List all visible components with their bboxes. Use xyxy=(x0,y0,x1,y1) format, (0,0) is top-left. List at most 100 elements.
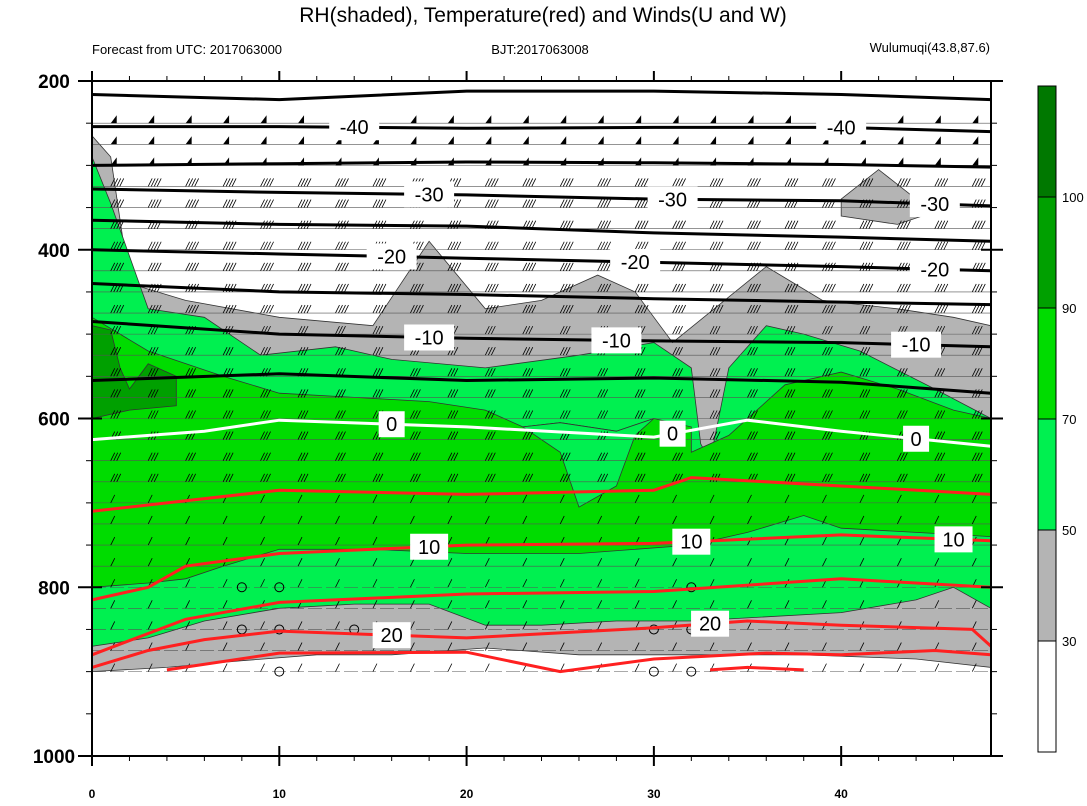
wind-barb xyxy=(859,241,865,250)
wind-barb xyxy=(263,262,268,272)
wind-barb xyxy=(341,178,346,187)
wind-barb xyxy=(681,220,686,229)
x-tick-label: 20 xyxy=(460,787,474,801)
wind-barb xyxy=(902,304,908,314)
wind-barb xyxy=(822,473,827,482)
wind-barb xyxy=(338,389,343,398)
wind-barb xyxy=(787,241,793,250)
wind-barb xyxy=(940,452,946,461)
wind-barb xyxy=(565,368,571,377)
wind-barb xyxy=(828,325,833,335)
wind-barb xyxy=(899,283,905,293)
isotherm-label-box xyxy=(591,327,642,354)
wind-barb xyxy=(266,452,271,461)
wind-barb xyxy=(225,431,231,440)
wind-barb xyxy=(715,178,721,187)
wind-barb xyxy=(934,494,940,504)
wind-barb xyxy=(971,600,977,609)
wind-barb xyxy=(828,347,833,356)
wind-barb xyxy=(905,283,911,293)
wind-barb xyxy=(896,473,902,482)
wind-barb xyxy=(971,325,977,335)
wind-pennant xyxy=(934,115,941,124)
wind-barb xyxy=(756,283,761,293)
wind-barb xyxy=(862,178,868,187)
wind-barb xyxy=(447,262,453,272)
wind-barb xyxy=(977,347,983,356)
wind-barb xyxy=(640,452,646,461)
wind-barb xyxy=(372,304,378,314)
wind-barb xyxy=(150,347,156,356)
wind-barb xyxy=(634,178,640,187)
wind-barb xyxy=(831,283,836,293)
wind-barb xyxy=(153,473,159,482)
y-tick-label: 200 xyxy=(38,72,70,93)
wind-barb xyxy=(600,389,606,398)
isotherm-label: -40 xyxy=(827,117,856,139)
wind-barb xyxy=(341,452,346,461)
wind-barb xyxy=(681,178,686,187)
wind-barb xyxy=(977,283,983,293)
wind-barb xyxy=(709,642,715,651)
wind-barb xyxy=(153,199,159,208)
wind-barb xyxy=(191,473,197,482)
wind-barb xyxy=(335,325,340,335)
wind-barb xyxy=(790,325,796,335)
wind-barb xyxy=(709,452,715,461)
wind-barb xyxy=(300,262,306,272)
wind-barb xyxy=(828,283,833,293)
wind-barb xyxy=(372,389,378,398)
wind-barb xyxy=(531,178,537,187)
colorbar-segment xyxy=(1037,418,1057,531)
wind-barb xyxy=(940,241,946,250)
wind-barb xyxy=(750,389,755,398)
wind-pennant xyxy=(934,136,941,145)
colorbar-label: 50 xyxy=(1062,523,1076,538)
wind-barb xyxy=(110,178,116,187)
wind-barb xyxy=(971,663,977,672)
wind-barb xyxy=(381,178,387,187)
wind-pennant xyxy=(223,136,230,145)
wind-barb xyxy=(822,368,827,377)
wind-barb xyxy=(306,241,312,250)
wind-barb xyxy=(753,410,758,419)
wind-barb xyxy=(528,325,534,335)
wind-barb xyxy=(147,621,153,630)
wind-barb xyxy=(260,579,265,588)
wind-barb xyxy=(865,283,871,293)
wind-barb xyxy=(410,283,415,293)
wind-barb xyxy=(971,473,977,482)
wind-barb xyxy=(597,473,603,482)
wind-barb xyxy=(113,304,119,314)
wind-barb xyxy=(559,283,565,293)
wind-barb xyxy=(974,368,980,377)
wind-barb xyxy=(597,368,603,377)
wind-barb xyxy=(862,410,868,419)
wind-barb xyxy=(868,283,874,293)
wind-barb xyxy=(934,283,940,293)
wind-barb xyxy=(153,368,159,377)
wind-barb xyxy=(865,220,871,229)
wind-pennant xyxy=(148,136,155,145)
isotherm-label-box xyxy=(366,243,417,270)
wind-barb xyxy=(450,262,456,272)
wind-barb xyxy=(222,536,228,546)
wind-barb xyxy=(974,431,980,440)
wind-barb xyxy=(896,663,902,672)
wind-barb xyxy=(156,199,162,208)
wind-pennant xyxy=(148,115,155,124)
wind-barb xyxy=(859,663,865,672)
wind-barb xyxy=(865,325,871,335)
wind-barb xyxy=(822,557,827,567)
wind-barb xyxy=(185,241,191,250)
wind-barb xyxy=(597,241,603,250)
wind-barb xyxy=(297,283,303,293)
wind-barb xyxy=(606,220,612,229)
wind-barb xyxy=(597,600,603,609)
wind-barb xyxy=(297,536,303,546)
wind-barb xyxy=(266,389,271,398)
wind-barb xyxy=(300,178,306,187)
wind-barb xyxy=(375,304,381,314)
wind-barb xyxy=(822,536,827,546)
wind-barb xyxy=(375,199,381,208)
